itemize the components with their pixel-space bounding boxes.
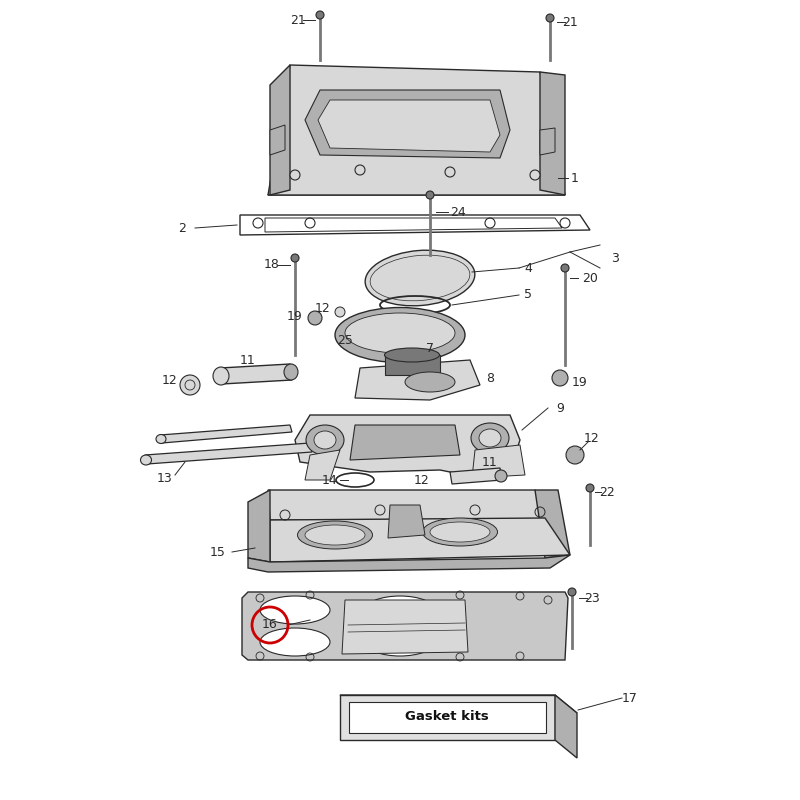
Ellipse shape xyxy=(305,525,365,545)
Circle shape xyxy=(568,588,576,596)
Text: 17: 17 xyxy=(622,691,638,705)
Circle shape xyxy=(308,311,322,325)
Text: 21: 21 xyxy=(562,15,578,29)
Polygon shape xyxy=(295,415,520,478)
Ellipse shape xyxy=(365,628,435,656)
Polygon shape xyxy=(268,65,565,195)
Circle shape xyxy=(180,375,200,395)
Ellipse shape xyxy=(471,423,509,453)
Circle shape xyxy=(316,11,324,19)
Text: 16: 16 xyxy=(262,618,278,631)
Polygon shape xyxy=(555,695,577,758)
Text: 2: 2 xyxy=(178,222,186,234)
Text: 18: 18 xyxy=(264,258,280,271)
Text: 14: 14 xyxy=(322,474,338,486)
Polygon shape xyxy=(355,360,480,400)
Polygon shape xyxy=(472,445,525,478)
Polygon shape xyxy=(540,128,555,155)
Ellipse shape xyxy=(495,470,507,482)
Text: 9: 9 xyxy=(556,402,564,414)
Polygon shape xyxy=(305,450,340,480)
Polygon shape xyxy=(385,355,440,375)
Ellipse shape xyxy=(314,431,336,449)
Polygon shape xyxy=(318,100,500,152)
Circle shape xyxy=(335,307,345,317)
Circle shape xyxy=(546,14,554,22)
Circle shape xyxy=(291,254,299,262)
Polygon shape xyxy=(268,490,558,520)
Text: 21: 21 xyxy=(290,14,306,26)
Text: 11: 11 xyxy=(240,354,256,366)
Polygon shape xyxy=(340,695,555,740)
Circle shape xyxy=(355,165,365,175)
Ellipse shape xyxy=(213,367,229,385)
Text: 11: 11 xyxy=(482,455,498,469)
Text: 13: 13 xyxy=(157,471,173,485)
Text: 12: 12 xyxy=(315,302,331,314)
Ellipse shape xyxy=(365,596,435,624)
Ellipse shape xyxy=(335,307,465,362)
Text: 7: 7 xyxy=(426,342,434,354)
Ellipse shape xyxy=(385,348,439,362)
Ellipse shape xyxy=(260,596,330,624)
Polygon shape xyxy=(220,364,292,384)
Ellipse shape xyxy=(260,628,330,656)
Ellipse shape xyxy=(284,364,298,380)
Circle shape xyxy=(561,264,569,272)
Polygon shape xyxy=(270,518,570,562)
FancyBboxPatch shape xyxy=(349,702,546,733)
Text: 5: 5 xyxy=(524,289,532,302)
Polygon shape xyxy=(248,490,270,562)
Circle shape xyxy=(530,170,540,180)
Circle shape xyxy=(426,191,434,199)
Ellipse shape xyxy=(306,425,344,455)
Polygon shape xyxy=(248,555,570,572)
Polygon shape xyxy=(350,425,460,460)
Text: 20: 20 xyxy=(582,271,598,285)
Text: 19: 19 xyxy=(287,310,303,322)
Circle shape xyxy=(566,446,584,464)
Circle shape xyxy=(586,484,594,492)
Ellipse shape xyxy=(430,522,490,542)
Circle shape xyxy=(445,167,455,177)
Polygon shape xyxy=(450,468,502,484)
Text: 19: 19 xyxy=(572,377,588,390)
Polygon shape xyxy=(242,592,568,660)
Polygon shape xyxy=(145,443,312,464)
Polygon shape xyxy=(340,695,577,713)
Polygon shape xyxy=(535,490,570,558)
Text: 12: 12 xyxy=(162,374,178,386)
Circle shape xyxy=(290,170,300,180)
Ellipse shape xyxy=(479,429,501,447)
Polygon shape xyxy=(305,90,510,158)
Polygon shape xyxy=(342,600,468,654)
Text: 25: 25 xyxy=(337,334,353,346)
Circle shape xyxy=(552,370,568,386)
Polygon shape xyxy=(268,175,565,195)
Text: 15: 15 xyxy=(210,546,226,558)
Polygon shape xyxy=(540,72,565,195)
Text: 1: 1 xyxy=(571,171,579,185)
Text: 24: 24 xyxy=(450,206,466,218)
Text: Gasket kits: Gasket kits xyxy=(405,710,489,723)
Text: 12: 12 xyxy=(414,474,430,486)
Polygon shape xyxy=(388,505,425,538)
Ellipse shape xyxy=(156,434,166,443)
Ellipse shape xyxy=(422,518,498,546)
Ellipse shape xyxy=(365,250,475,306)
Ellipse shape xyxy=(141,455,151,465)
Polygon shape xyxy=(270,125,285,155)
Text: 22: 22 xyxy=(599,486,615,498)
Text: 3: 3 xyxy=(611,251,619,265)
Ellipse shape xyxy=(405,372,455,392)
Polygon shape xyxy=(270,505,558,520)
Polygon shape xyxy=(160,425,292,443)
Text: 12: 12 xyxy=(584,431,600,445)
Text: 8: 8 xyxy=(486,371,494,385)
Polygon shape xyxy=(270,65,290,195)
Text: 23: 23 xyxy=(584,591,600,605)
Ellipse shape xyxy=(345,313,455,353)
Ellipse shape xyxy=(298,521,373,549)
Text: 4: 4 xyxy=(524,262,532,274)
